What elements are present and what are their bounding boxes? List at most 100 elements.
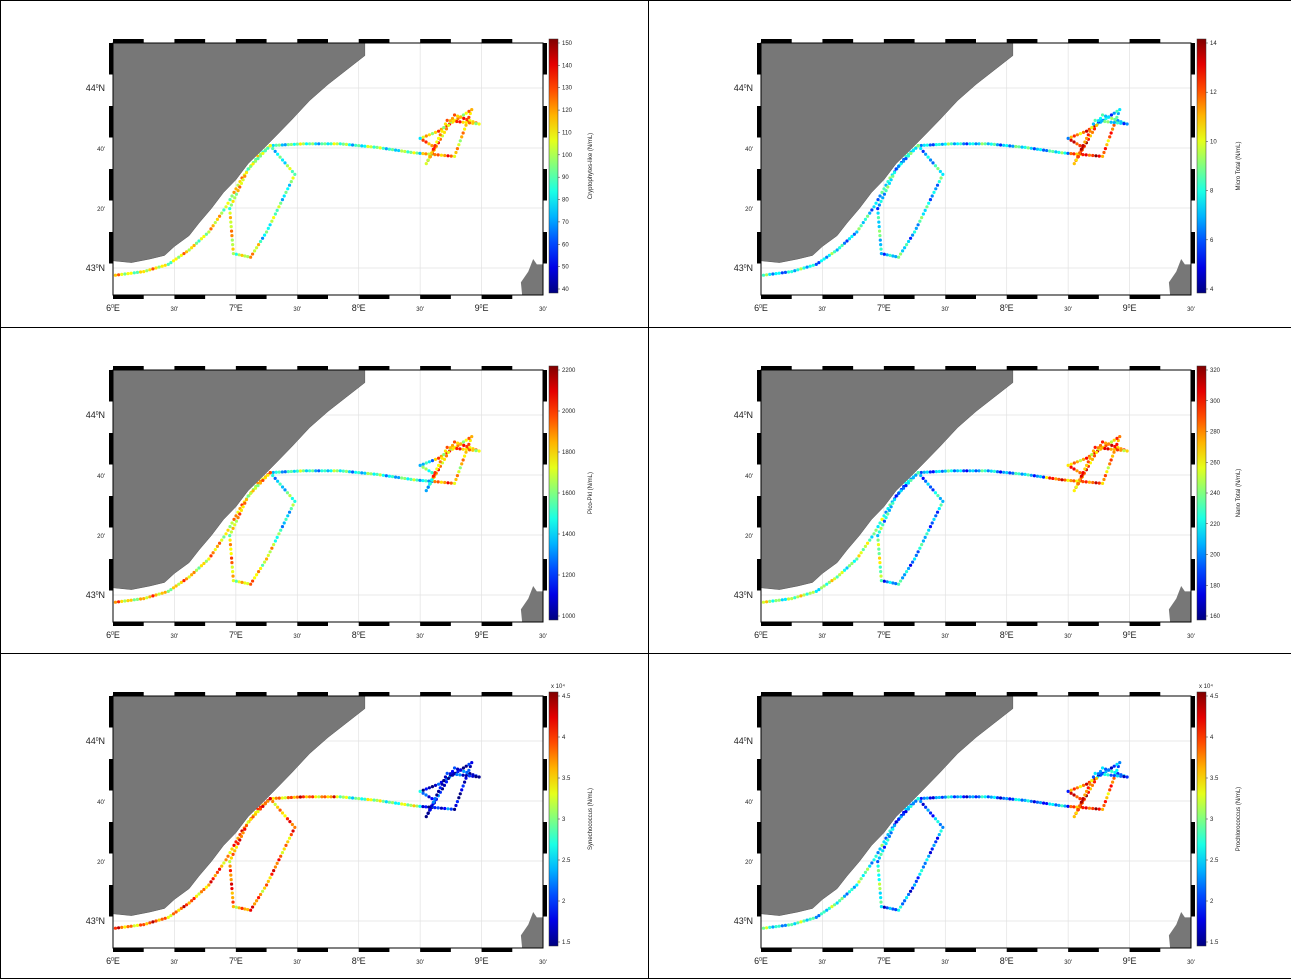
corsica-land xyxy=(1168,912,1191,948)
sample-point xyxy=(1086,786,1090,790)
sample-point xyxy=(926,155,930,159)
sample-point xyxy=(341,469,345,473)
sample-point xyxy=(455,446,459,451)
sample-point xyxy=(914,553,918,557)
sample-point xyxy=(802,266,806,270)
sample-point xyxy=(899,815,903,819)
sample-point xyxy=(190,899,194,903)
lat-tick-label: 430N xyxy=(86,916,105,926)
sample-point xyxy=(1069,151,1073,156)
sample-point xyxy=(850,887,854,892)
sample-point xyxy=(154,266,158,270)
colorbar-tick-label: 4 xyxy=(562,735,566,741)
sample-point xyxy=(256,570,261,574)
sample-point xyxy=(1086,133,1090,137)
sample-point xyxy=(239,181,244,185)
sample-point xyxy=(190,246,194,250)
sample-point xyxy=(207,557,211,561)
sample-point xyxy=(460,788,464,792)
sample-point xyxy=(1087,153,1092,157)
sample-point xyxy=(243,907,247,911)
sample-point xyxy=(273,149,277,153)
sample-point xyxy=(231,243,235,247)
sample-point xyxy=(148,268,152,272)
sample-point xyxy=(229,225,233,229)
sample-point xyxy=(1072,162,1076,166)
sample-point xyxy=(204,559,208,563)
sample-point xyxy=(226,854,230,858)
sample-point xyxy=(455,147,460,151)
colorbar-tick-label: 1400 xyxy=(562,532,576,538)
lon-tick-label: 30' xyxy=(539,634,547,640)
sample-point xyxy=(229,856,233,860)
sample-point xyxy=(827,253,831,257)
sample-point xyxy=(254,246,259,250)
sample-point xyxy=(207,883,211,887)
sample-point xyxy=(1081,783,1086,787)
sample-point xyxy=(418,136,422,140)
sample-point xyxy=(455,772,459,777)
sample-point xyxy=(1115,115,1119,119)
sample-point xyxy=(998,143,1003,147)
sample-point xyxy=(433,806,437,810)
sample-point xyxy=(937,180,941,184)
sample-point xyxy=(922,796,926,800)
sample-point xyxy=(1081,144,1085,148)
sample-point xyxy=(228,534,232,538)
sample-point xyxy=(129,271,133,275)
sample-point xyxy=(428,481,432,485)
lon-tick-label: 80E xyxy=(352,303,366,313)
sample-point xyxy=(916,550,920,554)
sample-point xyxy=(870,861,874,865)
sample-point xyxy=(347,470,352,474)
lon-tick-label: 30' xyxy=(1064,960,1072,966)
sample-point xyxy=(440,456,444,460)
sample-point xyxy=(229,220,233,224)
lon-tick-label: 60E xyxy=(106,630,120,640)
lon-tick-label: 60E xyxy=(106,303,120,313)
sample-point xyxy=(458,139,462,143)
colorbar-tick-label: 10 xyxy=(1210,139,1217,145)
sample-point xyxy=(1051,802,1055,807)
sample-point xyxy=(384,474,388,478)
sample-point xyxy=(226,528,230,532)
sample-point xyxy=(192,570,196,575)
sample-point xyxy=(232,190,236,194)
sample-point xyxy=(928,485,933,489)
sample-point xyxy=(1125,122,1129,126)
colorbar-tick-label: 240 xyxy=(1210,491,1221,497)
sample-point xyxy=(238,512,242,516)
sample-point xyxy=(857,227,861,231)
lat-tick-label: 440N xyxy=(86,410,105,420)
sample-point xyxy=(465,770,469,775)
sample-point xyxy=(467,448,472,452)
sample-point xyxy=(446,123,451,128)
sample-point xyxy=(171,912,176,916)
colorbar-tick-label: 300 xyxy=(1210,399,1221,405)
sample-point xyxy=(406,150,410,154)
sample-point xyxy=(932,190,936,194)
colorbar-tick-label: 2.5 xyxy=(562,858,571,864)
sample-point xyxy=(1041,148,1046,152)
sample-point xyxy=(909,151,913,155)
sample-point xyxy=(892,171,897,175)
sample-point xyxy=(790,923,794,927)
sample-point xyxy=(1032,800,1036,804)
lon-tick-label: 60E xyxy=(106,956,120,966)
sample-point xyxy=(906,239,911,244)
sample-point xyxy=(1094,154,1098,158)
sample-point xyxy=(894,494,898,498)
sample-point xyxy=(190,573,194,577)
sample-point xyxy=(1014,471,1018,476)
sample-point xyxy=(1057,150,1061,154)
sample-point xyxy=(273,865,278,869)
sample-point xyxy=(998,796,1003,800)
sample-point xyxy=(292,795,296,799)
sample-point xyxy=(276,479,280,483)
sample-point xyxy=(1109,447,1113,451)
sample-point xyxy=(774,599,778,603)
sample-point xyxy=(835,901,839,905)
sample-point xyxy=(184,250,189,254)
lon-tick-label: 90E xyxy=(1123,303,1137,313)
